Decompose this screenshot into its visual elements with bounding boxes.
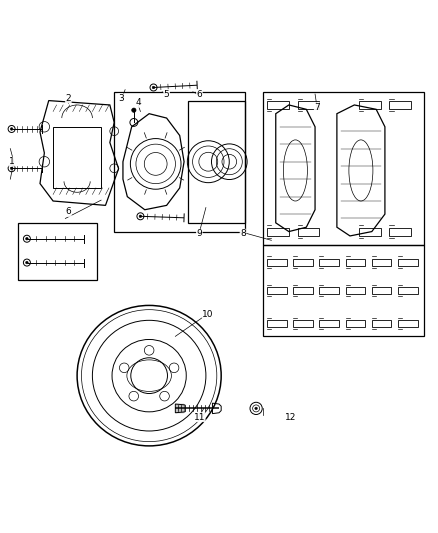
Bar [297,101,319,109]
Circle shape [152,86,155,89]
Bar [293,320,313,327]
Bar [372,287,392,294]
Bar [267,287,287,294]
Bar [319,320,339,327]
Circle shape [25,237,28,240]
Bar [389,101,411,109]
Bar [267,101,289,109]
Bar [267,320,287,327]
Bar [114,92,245,231]
Text: 11: 11 [194,413,205,422]
Bar [293,287,313,294]
Bar [346,287,365,294]
Bar [53,127,101,188]
Bar [398,259,418,265]
Bar [267,259,287,265]
Text: 4: 4 [135,98,141,107]
Circle shape [132,108,136,112]
Bar [398,287,418,294]
Text: 8: 8 [240,229,246,238]
Circle shape [255,407,258,410]
Bar [346,320,365,327]
Bar [297,228,319,236]
Text: 6: 6 [197,90,202,99]
Bar [372,259,392,265]
Text: 2: 2 [66,94,71,103]
Circle shape [25,261,28,264]
Text: 3: 3 [118,94,124,103]
Text: 6: 6 [66,207,71,216]
Bar [389,228,411,236]
Text: 5: 5 [164,90,170,99]
Circle shape [11,167,13,169]
Bar [267,228,289,236]
Text: 10: 10 [202,310,214,319]
Bar [263,92,424,245]
Text: 7: 7 [314,103,320,111]
Text: 12: 12 [285,413,297,422]
Bar [319,259,339,265]
Bar [372,320,392,327]
Text: 9: 9 [197,229,202,238]
Text: 1: 1 [9,157,14,166]
Bar [188,101,245,223]
Bar [398,320,418,327]
Bar [319,287,339,294]
Circle shape [11,128,13,130]
Bar [359,228,381,236]
Bar [359,101,381,109]
Bar [263,245,424,336]
Bar [346,259,365,265]
Bar [293,259,313,265]
Bar [18,223,97,280]
Circle shape [139,215,142,217]
